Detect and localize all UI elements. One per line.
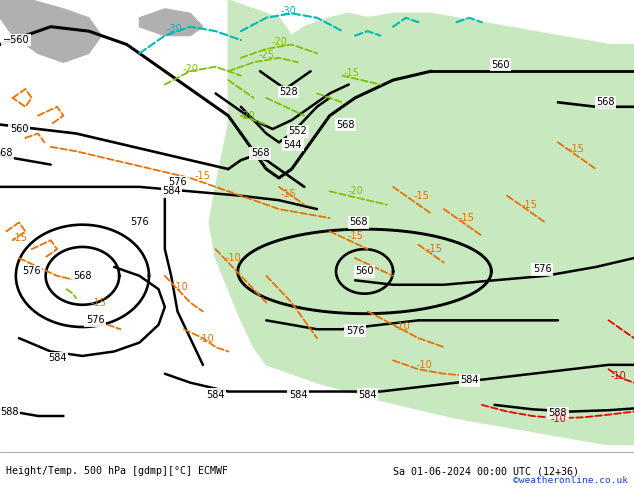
Text: 584: 584 xyxy=(460,375,479,386)
Text: 588: 588 xyxy=(548,408,567,418)
Polygon shape xyxy=(209,0,634,445)
Text: 576: 576 xyxy=(533,264,552,274)
Text: -15: -15 xyxy=(521,199,538,210)
Text: -15: -15 xyxy=(458,213,474,223)
Text: 544: 544 xyxy=(283,140,302,149)
Text: -15: -15 xyxy=(11,233,27,243)
Text: -10: -10 xyxy=(611,371,626,381)
Text: -15: -15 xyxy=(426,244,443,254)
Text: -15: -15 xyxy=(569,144,585,154)
Text: -15: -15 xyxy=(90,297,107,308)
Text: -15: -15 xyxy=(413,191,430,201)
Text: 528: 528 xyxy=(279,87,298,97)
Text: 576: 576 xyxy=(86,316,105,325)
Text: −560: −560 xyxy=(3,35,29,45)
Text: 576: 576 xyxy=(22,267,41,276)
Text: -20: -20 xyxy=(239,111,256,121)
Text: Sa 01-06-2024 00:00 UTC (12+36): Sa 01-06-2024 00:00 UTC (12+36) xyxy=(393,466,579,476)
Text: -20: -20 xyxy=(182,64,198,74)
Text: -10: -10 xyxy=(173,282,188,292)
Text: 568: 568 xyxy=(0,148,13,158)
Text: 560: 560 xyxy=(10,124,29,134)
Text: -10: -10 xyxy=(395,322,410,332)
Text: 588: 588 xyxy=(0,407,19,416)
Text: ©weatheronline.co.uk: ©weatheronline.co.uk xyxy=(513,476,628,486)
Text: 576: 576 xyxy=(130,218,149,227)
Text: -10: -10 xyxy=(417,360,432,370)
Polygon shape xyxy=(139,9,203,36)
Text: 584: 584 xyxy=(48,353,67,363)
Text: -15: -15 xyxy=(347,231,363,241)
Text: -20: -20 xyxy=(347,186,363,196)
Text: -20: -20 xyxy=(271,37,287,47)
Text: 552: 552 xyxy=(288,126,307,136)
Text: -25: -25 xyxy=(258,50,275,60)
Text: 568: 568 xyxy=(349,218,368,227)
Text: 584: 584 xyxy=(358,390,377,400)
Text: -10: -10 xyxy=(226,253,241,263)
Text: 584: 584 xyxy=(288,390,307,400)
Text: -10: -10 xyxy=(198,335,214,344)
Text: -15: -15 xyxy=(280,189,297,198)
Polygon shape xyxy=(0,0,101,62)
Text: -30: -30 xyxy=(167,24,182,34)
Text: 584: 584 xyxy=(206,390,225,400)
Polygon shape xyxy=(228,133,241,178)
Text: 576: 576 xyxy=(346,325,365,336)
Text: -15: -15 xyxy=(195,171,211,181)
Text: 584: 584 xyxy=(162,186,181,196)
Text: 568: 568 xyxy=(336,120,355,129)
Text: 560: 560 xyxy=(355,267,374,276)
Text: 576: 576 xyxy=(168,177,187,187)
Text: -10: -10 xyxy=(550,414,566,424)
Text: 560: 560 xyxy=(491,59,510,70)
Text: -30: -30 xyxy=(281,6,296,16)
Text: 568: 568 xyxy=(73,271,92,281)
Text: -15: -15 xyxy=(344,69,360,78)
Text: Height/Temp. 500 hPa [gdmp][°C] ECMWF: Height/Temp. 500 hPa [gdmp][°C] ECMWF xyxy=(6,466,228,476)
Text: 568: 568 xyxy=(596,98,615,107)
Text: 568: 568 xyxy=(250,148,269,158)
